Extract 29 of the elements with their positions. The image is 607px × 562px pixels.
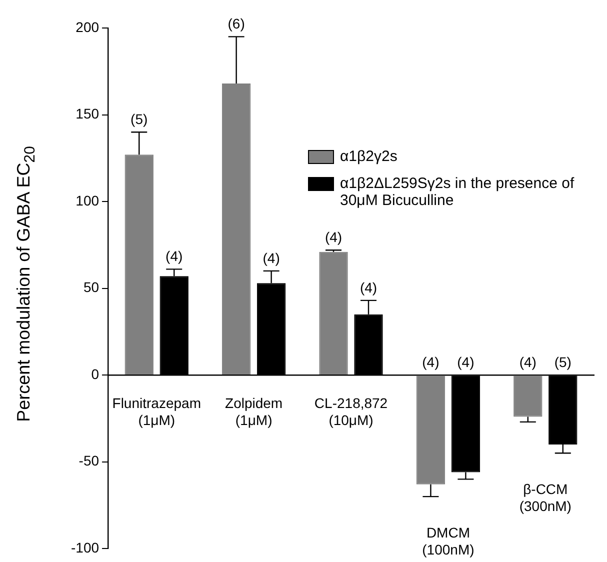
y-tick-label: -100	[70, 539, 100, 556]
annotation: (4)	[166, 248, 183, 264]
x-tick-label: CL-218,872 (10μM)	[314, 394, 388, 428]
y-tick-label: 100	[76, 192, 100, 208]
x-tick-label: Flunitrazepam (1μM)	[112, 394, 201, 428]
y-tick-label: 0	[91, 366, 100, 382]
annotation: (4)	[519, 354, 536, 370]
bar	[124, 154, 154, 375]
y-tick-label: 50	[83, 279, 100, 296]
legend-label: α1β2γ2s	[340, 148, 398, 165]
bar	[222, 84, 251, 375]
legend-label: α1β2ΔL259Sγ2s in the presence of 30μM Bicuculline	[340, 175, 576, 209]
annotation: (5)	[554, 354, 572, 370]
x-tick-label: Zolpidem (1μM)	[225, 394, 283, 428]
x-tick-label: DMCM (100nM)	[422, 524, 474, 558]
annotation: (6)	[228, 16, 245, 32]
annotation: (4)	[422, 354, 440, 370]
annotation: (4)	[360, 279, 378, 296]
x-tick-label: β-CCM (300nM)	[519, 481, 572, 514]
bar	[416, 376, 446, 484]
bar	[514, 376, 542, 417]
annotation: (4)	[262, 250, 280, 266]
annotation: (4)	[457, 354, 474, 370]
bar	[319, 252, 348, 375]
y-tick-label: 200	[76, 18, 100, 35]
annotation: (4)	[324, 228, 342, 245]
annotation: (5)	[130, 110, 148, 127]
y-tick-label: 150	[76, 106, 100, 122]
y-tick-label: -50	[78, 452, 100, 469]
